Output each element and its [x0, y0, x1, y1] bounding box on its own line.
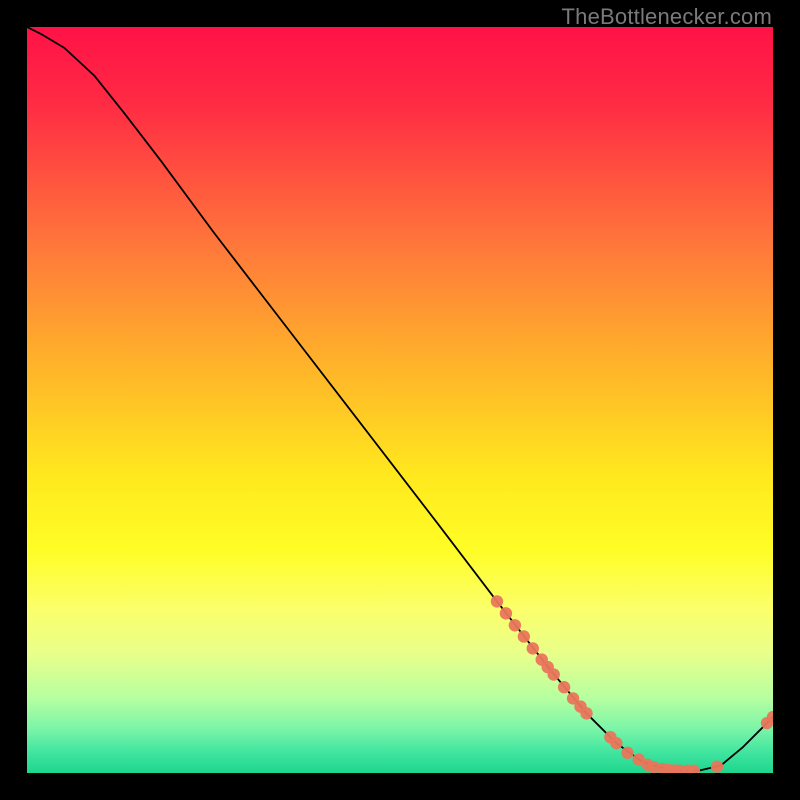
- marker-dot: [610, 737, 622, 749]
- marker-dot: [500, 607, 512, 619]
- marker-dot: [711, 760, 723, 772]
- plot-area: [27, 27, 773, 773]
- marker-dot: [621, 747, 633, 759]
- marker-dot: [558, 681, 570, 693]
- chart-background: [27, 27, 773, 773]
- marker-dot: [518, 630, 530, 642]
- marker-dot: [580, 707, 592, 719]
- marker-dot: [509, 619, 521, 631]
- marker-dot: [491, 595, 503, 607]
- chart-stage: TheBottlenecker.com: [0, 0, 800, 800]
- marker-dot: [547, 668, 559, 680]
- chart-svg: [27, 27, 773, 773]
- marker-dot: [527, 642, 539, 654]
